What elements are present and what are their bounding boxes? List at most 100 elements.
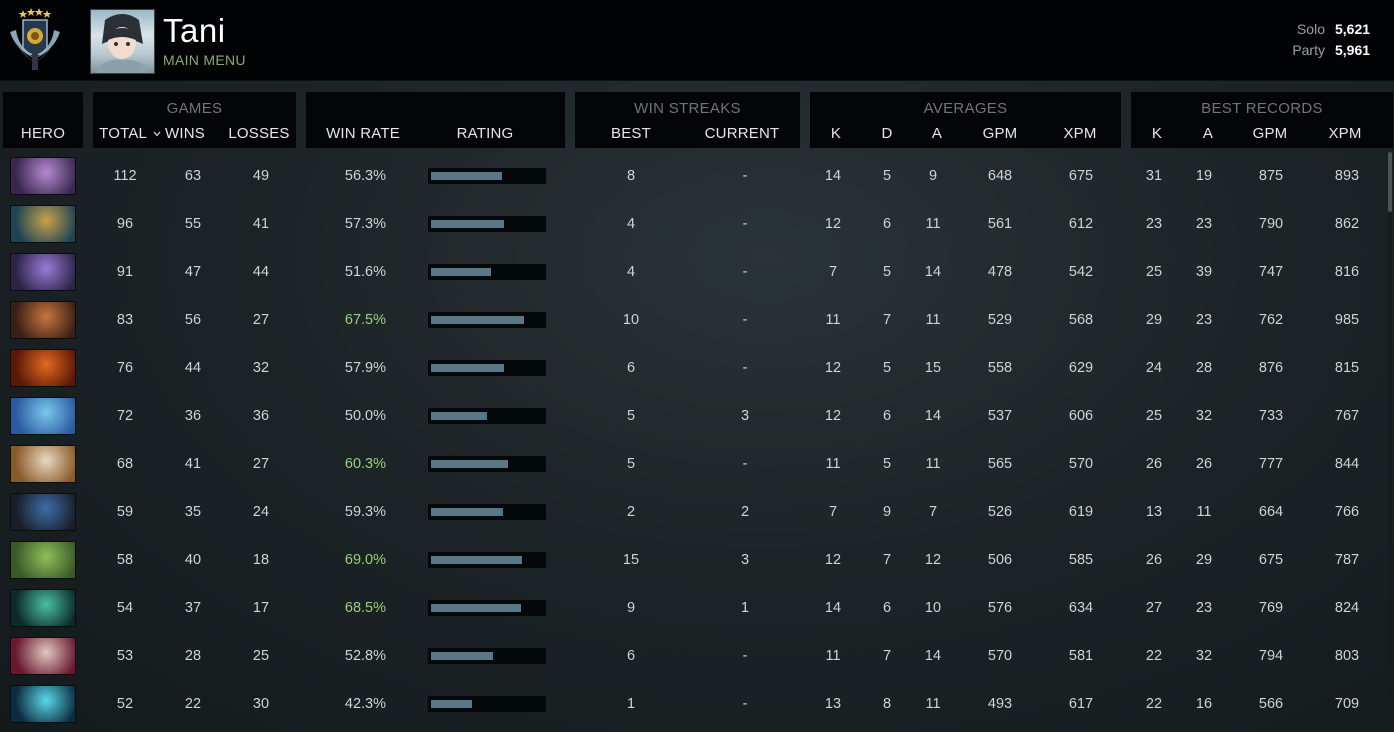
cell-avg-deaths: 6 xyxy=(882,600,892,616)
col-header-best-streak[interactable]: BEST xyxy=(611,125,651,142)
cell-avg-gpm: 537 xyxy=(987,408,1013,424)
hero-portrait-ice[interactable] xyxy=(10,685,76,723)
hero-portrait-violet[interactable] xyxy=(10,253,76,291)
cell-avg-deaths: 7 xyxy=(882,552,892,568)
cell-best-assists: 23 xyxy=(1195,312,1213,328)
cell-best-assists: 29 xyxy=(1195,552,1213,568)
col-header-avg-gpm[interactable]: GPM xyxy=(982,125,1018,142)
cell-best-gpm: 762 xyxy=(1258,312,1284,328)
cell-win-rate: 50.0% xyxy=(344,408,386,424)
col-header-current-streak[interactable]: CURRENT xyxy=(704,125,780,142)
rating-bar-fill xyxy=(431,364,504,372)
col-header-total[interactable]: TOTAL xyxy=(94,125,166,142)
best-records-header-panel xyxy=(1131,92,1393,148)
col-header-best-assists[interactable]: A xyxy=(1202,125,1214,142)
cell-best-xpm: 824 xyxy=(1334,600,1360,616)
cell-avg-assists: 14 xyxy=(924,648,942,664)
cell-losses: 49 xyxy=(252,168,270,184)
table-row[interactable]: 68 41 27 5 - 11 5 11 565 570 26 26 777 844 60.3% xyxy=(0,440,1394,488)
cell-win-rate: 67.5% xyxy=(344,312,386,328)
hero-portrait-blue-water[interactable] xyxy=(10,397,76,435)
col-header-losses[interactable]: LOSSES xyxy=(228,125,290,142)
scrollbar-thumb[interactable] xyxy=(1388,152,1392,212)
cell-best-assists: 39 xyxy=(1195,264,1213,280)
cell-avg-kills: 13 xyxy=(824,696,842,712)
col-header-avg-deaths[interactable]: D xyxy=(881,125,893,142)
cell-best-xpm: 816 xyxy=(1334,264,1360,280)
col-header-wins[interactable]: WINS xyxy=(165,125,205,142)
cell-losses: 44 xyxy=(252,264,270,280)
cell-current-streak: - xyxy=(742,264,748,280)
cell-avg-xpm: 585 xyxy=(1068,552,1094,568)
cell-best-assists: 23 xyxy=(1195,216,1213,232)
hero-portrait-fire[interactable] xyxy=(10,349,76,387)
table-row[interactable]: 83 56 27 10 - 11 7 11 529 568 29 23 762 985 67.5% xyxy=(0,296,1394,344)
player-avatar[interactable] xyxy=(90,9,155,74)
cell-best-xpm: 815 xyxy=(1334,360,1360,376)
col-header-best-gpm[interactable]: GPM xyxy=(1252,125,1288,142)
table-row[interactable]: 72 36 36 5 3 12 6 14 537 606 25 32 733 767 50.0% xyxy=(0,392,1394,440)
cell-avg-kills: 14 xyxy=(824,600,842,616)
streaks-header-panel xyxy=(575,92,800,148)
col-header-best-xpm[interactable]: XPM xyxy=(1328,125,1362,142)
table-row[interactable]: 91 47 44 4-7 5 14 478 542 25 39 747 816 51.6% xyxy=(0,248,1394,296)
col-header-avg-xpm[interactable]: XPM xyxy=(1063,125,1097,142)
table-row[interactable]: 52 22 30 1 - 13 8 11 493 617 22 16 566 709 42.3% xyxy=(0,680,1394,728)
cell-best-assists: 16 xyxy=(1195,696,1213,712)
col-header-rating[interactable]: RATING xyxy=(456,125,514,142)
cell-avg-assists: 11 xyxy=(925,696,941,712)
table-row[interactable]: 58 40 18 15 3 12 7 12 506 585 26 29 675 787 69.0% xyxy=(0,536,1394,584)
cell-current-streak: - xyxy=(742,360,748,376)
hero-portrait-teal-spectre[interactable] xyxy=(10,589,76,627)
cell-wins: 63 xyxy=(184,168,202,184)
col-header-best-kills[interactable]: K xyxy=(1151,125,1163,142)
hero-portrait-goggles[interactable] xyxy=(10,301,76,339)
cell-avg-kills: 7 xyxy=(828,504,838,520)
hero-portrait-green[interactable] xyxy=(10,541,76,579)
win-streaks-group-title: WIN STREAKS xyxy=(634,100,741,117)
cell-avg-xpm: 634 xyxy=(1068,600,1094,616)
hero-portrait-hooded[interactable] xyxy=(10,493,76,531)
col-header-avg-assists[interactable]: A xyxy=(931,125,943,142)
cell-avg-assists: 15 xyxy=(924,360,942,376)
col-header-avg-kills[interactable]: K xyxy=(830,125,842,142)
cell-best-xpm: 985 xyxy=(1334,312,1360,328)
cell-best-xpm: 844 xyxy=(1334,456,1360,472)
cell-avg-gpm: 570 xyxy=(987,648,1013,664)
table-row[interactable]: 76 44 32 6 - 12 5 15 558 629 24 28 876 815 57.9% xyxy=(0,344,1394,392)
table-row[interactable]: 53 28 25 6 - 11 7 14 570 581 22 32 794 803 52.8% xyxy=(0,632,1394,680)
averages-header-panel xyxy=(810,92,1121,148)
rating-bar xyxy=(428,456,546,472)
rating-bar xyxy=(428,600,546,616)
cell-best-assists: 32 xyxy=(1195,408,1213,424)
hero-portrait-elf[interactable] xyxy=(10,445,76,483)
hero-portrait-invoker[interactable] xyxy=(10,637,76,675)
cell-total: 54 xyxy=(116,600,134,616)
table-row[interactable]: 112 63 49 8 - 14 5 9 648 675 31 19 875 893 56.3% xyxy=(0,152,1394,200)
cell-wins: 22 xyxy=(184,696,202,712)
col-header-hero[interactable]: HERO xyxy=(20,125,66,142)
cell-avg-kills: 11 xyxy=(825,312,841,328)
hero-portrait-purple-masked[interactable] xyxy=(10,157,76,195)
best-records-group-title: BEST RECORDS xyxy=(1201,100,1323,117)
col-header-win-rate[interactable]: WIN RATE xyxy=(326,125,400,142)
cell-total: 59 xyxy=(116,504,134,520)
cell-best-kills: 26 xyxy=(1145,456,1163,472)
cell-best-gpm: 733 xyxy=(1258,408,1284,424)
solo-mmr: Solo 5,621 xyxy=(1291,21,1370,37)
party-mmr: Party 5,961 xyxy=(1291,42,1370,58)
cell-best-assists: 32 xyxy=(1195,648,1213,664)
hero-portrait-masked-gold[interactable] xyxy=(10,205,76,243)
cell-wins: 56 xyxy=(184,312,202,328)
scrollbar-track[interactable] xyxy=(1388,152,1392,732)
table-row[interactable]: 96 55 41 4 - 12 6 11 561 612 23 23 790 862 57.3% xyxy=(0,200,1394,248)
rating-bar xyxy=(428,504,546,520)
table-row[interactable]: 54 37 17 9 1 14 6 10 576 634 27 23 769 824 68.5% xyxy=(0,584,1394,632)
cell-current-streak: - xyxy=(742,312,748,328)
cell-avg-kills: 7 xyxy=(828,264,838,280)
table-row[interactable]: 59 35 24 2 2 7 9 7 526 619 13 11 664 766 59.3% xyxy=(0,488,1394,536)
cell-best-xpm: 893 xyxy=(1334,168,1360,184)
cell-avg-deaths: 9 xyxy=(882,504,892,520)
main-menu-link[interactable]: MAIN MENU xyxy=(163,52,246,68)
cell-best-xpm: 767 xyxy=(1334,408,1360,424)
